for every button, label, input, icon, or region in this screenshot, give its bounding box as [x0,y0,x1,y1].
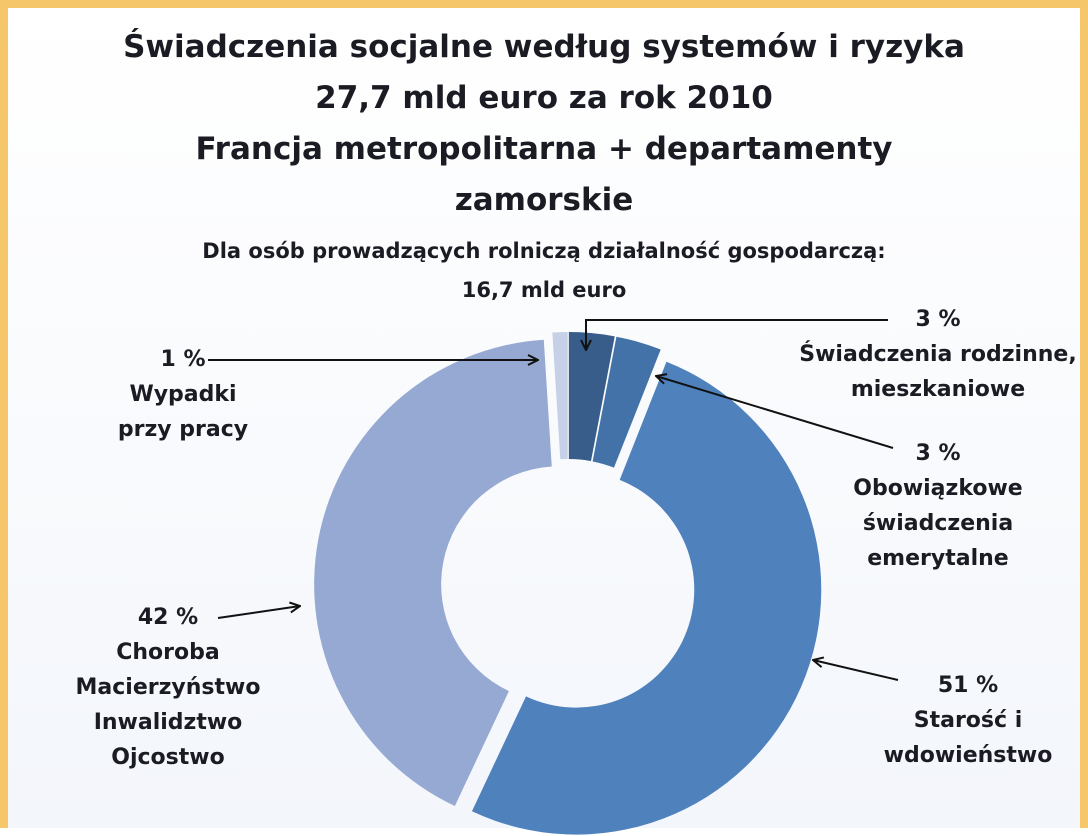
leader-arrow [656,376,894,449]
category-label: Obowiązkowe świadczenia emerytalne [853,476,1023,571]
category-label: Świadczenia rodzinne, mieszkaniowe [799,342,1077,402]
value-label: 42 % [137,605,199,630]
donut-slice [314,339,552,806]
value-label: 3 % [915,307,961,332]
donut-slice [471,361,822,835]
chart-title: Świadczenia socjalne według systemów i r… [123,29,965,218]
value-label: 51 % [937,673,999,698]
donut-slice [592,336,661,468]
leader-arrow [813,660,899,681]
donut-slice [568,332,615,462]
value-label: 1 % [160,347,206,372]
leader-arrow [217,606,300,619]
value-label: 3 % [915,441,961,466]
leader-arrow [586,319,888,350]
chart-subtitle: Dla osób prowadzących rolniczą działalno… [202,239,886,302]
chart [208,319,899,835]
donut-slice [552,332,568,460]
category-label: Wypadki przy pracy [117,382,249,442]
category-label: Starość i wdowieństwo [883,708,1053,768]
category-label: Choroba Macierzyństwo Inwalidztwo Ojcost… [75,640,261,770]
